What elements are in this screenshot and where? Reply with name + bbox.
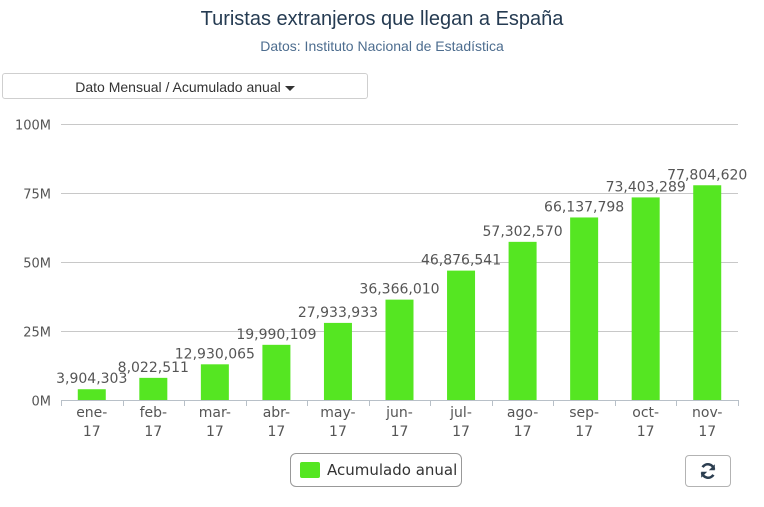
bar[interactable] [631, 197, 660, 400]
data-label: 8,022,511 [118, 360, 189, 376]
x-tick-label: sep-17 [569, 405, 599, 440]
bar[interactable] [262, 344, 291, 400]
x-tick-label: oct-17 [632, 405, 659, 440]
y-tick-label: 100M [15, 119, 51, 134]
x-tick-label: ene-17 [76, 405, 107, 440]
bar[interactable] [139, 377, 168, 400]
bar[interactable] [693, 185, 722, 400]
bar[interactable] [200, 364, 229, 400]
legend-label: Acumulado anual [327, 461, 458, 479]
data-label: 46,876,541 [421, 253, 501, 269]
x-tick-label: nov-17 [692, 405, 722, 440]
x-tick-label: abr-17 [263, 405, 290, 440]
x-tick-label: jul-17 [449, 405, 472, 440]
legend-swatch [300, 462, 320, 478]
legend-item-acumulado-anual[interactable]: Acumulado anual [290, 453, 462, 487]
data-label: 66,137,798 [544, 199, 624, 215]
y-tick-label: 75M [23, 188, 51, 203]
bar[interactable] [447, 270, 476, 400]
bar[interactable] [323, 322, 352, 400]
y-axis-ticks: 0M 25M 50M 75M 100M [15, 119, 51, 410]
bar[interactable] [570, 217, 599, 400]
data-label: 77,804,620 [667, 167, 747, 183]
x-axis: ene-17 feb-17 mar-17 abr-17 may-17 jun-17 jul-… [61, 400, 739, 440]
view-selector-dropdown[interactable]: Dato Mensual / Acumulado anual [2, 73, 368, 99]
y-tick-label: 25M [23, 326, 51, 341]
data-label: 27,933,933 [298, 305, 378, 321]
bar[interactable] [77, 389, 106, 400]
chart-title: Turistas extranjeros que llegan a España [200, 8, 564, 30]
data-label: 36,366,010 [359, 282, 439, 298]
data-label: 3,904,303 [56, 371, 127, 387]
x-tick-label: jun-17 [385, 405, 413, 440]
x-tick-label: ago-17 [507, 405, 538, 440]
x-tick-label: feb-17 [140, 405, 167, 440]
data-label: 19,990,109 [236, 327, 316, 343]
x-tick-label: may-17 [320, 405, 355, 440]
bar[interactable] [385, 299, 414, 400]
bar-chart: 0M 25M 50M 75M 100M ene-17 feb-17 mar-17 abr-17… [15, 119, 747, 441]
data-label: 57,302,570 [483, 224, 563, 240]
view-selector-label: Dato Mensual / Acumulado anual [75, 79, 281, 95]
x-tick-label: mar-17 [199, 405, 231, 440]
caret-down-icon [284, 85, 295, 91]
refresh-icon [700, 462, 716, 480]
bar[interactable] [508, 241, 537, 400]
data-label: 73,403,289 [606, 179, 686, 195]
data-label: 12,930,065 [175, 346, 255, 362]
y-tick-label: 50M [23, 257, 51, 272]
y-tick-label: 0M [32, 395, 52, 410]
bars [77, 185, 722, 400]
chart-subtitle: Datos: Instituto Nacional de Estadística [260, 38, 504, 54]
refresh-button[interactable] [685, 455, 731, 487]
